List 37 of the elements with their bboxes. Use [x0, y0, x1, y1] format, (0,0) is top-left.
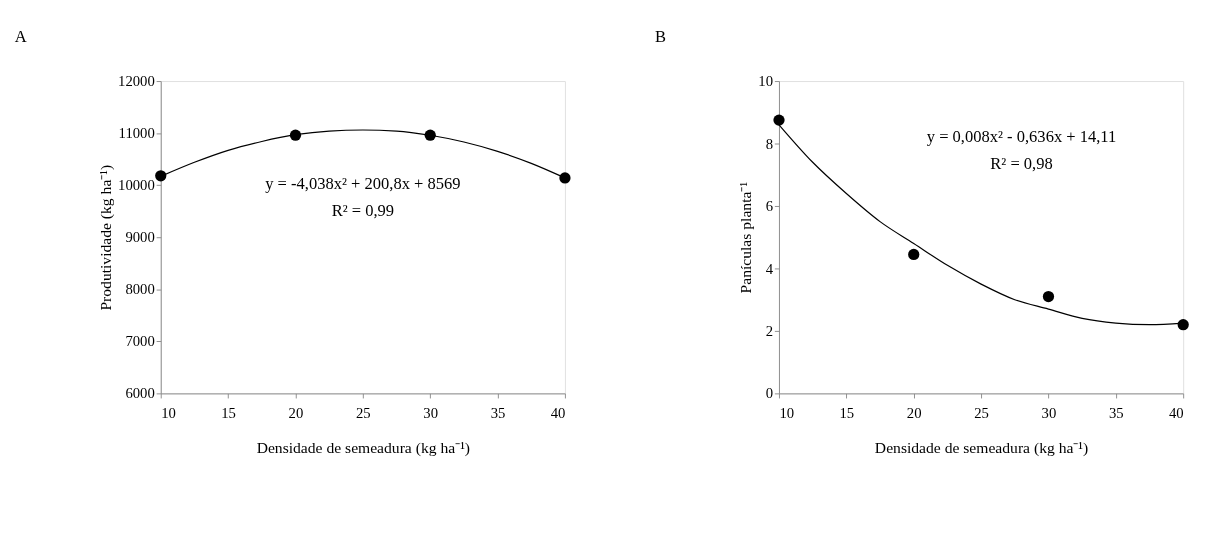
y-tick-label: 4 [765, 260, 774, 277]
x-tick-label: 15 [221, 404, 236, 421]
y-tick-label: 9000 [125, 229, 155, 246]
x-tick-label: 30 [1041, 404, 1057, 421]
y-tick-label: 12000 [118, 73, 155, 90]
y-tick-label: 10000 [118, 177, 155, 194]
annotation: y = 0,008x² - 0,636x + 14,11 [926, 126, 1117, 146]
y-tick-label: 7000 [125, 333, 155, 350]
annotation: y = -4,038x² + 200,8x + 8569 [265, 173, 461, 193]
y-axis-title: Produtividade (kg ha⁻¹) [96, 164, 115, 311]
x-tick-label: 40 [550, 404, 566, 421]
text: A [14, 27, 27, 47]
x-tick-label: 10 [779, 404, 795, 421]
x-tick-label: 20 [288, 404, 304, 421]
y-tick-label: 10 [758, 73, 774, 90]
x-tick-label: 35 [1108, 404, 1124, 421]
x-axis-title: Densidade de semeadura (kg ha⁻¹) [874, 438, 1089, 457]
y-tick-label: 11000 [118, 125, 155, 142]
x-tick-label: 25 [355, 404, 371, 421]
annotation: R² = 0,98 [990, 154, 1053, 174]
x-tick-label: 25 [974, 404, 989, 421]
y-tick-label: 8 [765, 135, 774, 152]
y-axis-title: Panículas planta⁻¹ [736, 181, 754, 294]
x-tick-label: 40 [1168, 404, 1184, 421]
x-tick-label: 30 [423, 404, 439, 421]
x-axis-title: Densidade de semeadura (kg ha⁻¹) [256, 438, 471, 457]
x-tick-label: 20 [906, 404, 922, 421]
x-tick-label: 10 [161, 404, 176, 421]
y-tick-label: 6 [765, 198, 774, 215]
y-tick-label: 2 [765, 323, 774, 339]
chart-title: B [654, 27, 667, 47]
y-tick-label: 6000 [125, 385, 155, 402]
y-tick-label: 8000 [125, 281, 155, 298]
y-tick-label: 0 [765, 385, 774, 402]
x-tick-label: 35 [490, 404, 506, 421]
annotation: R² = 0,99 [331, 201, 395, 221]
x-tick-label: 15 [839, 404, 855, 421]
